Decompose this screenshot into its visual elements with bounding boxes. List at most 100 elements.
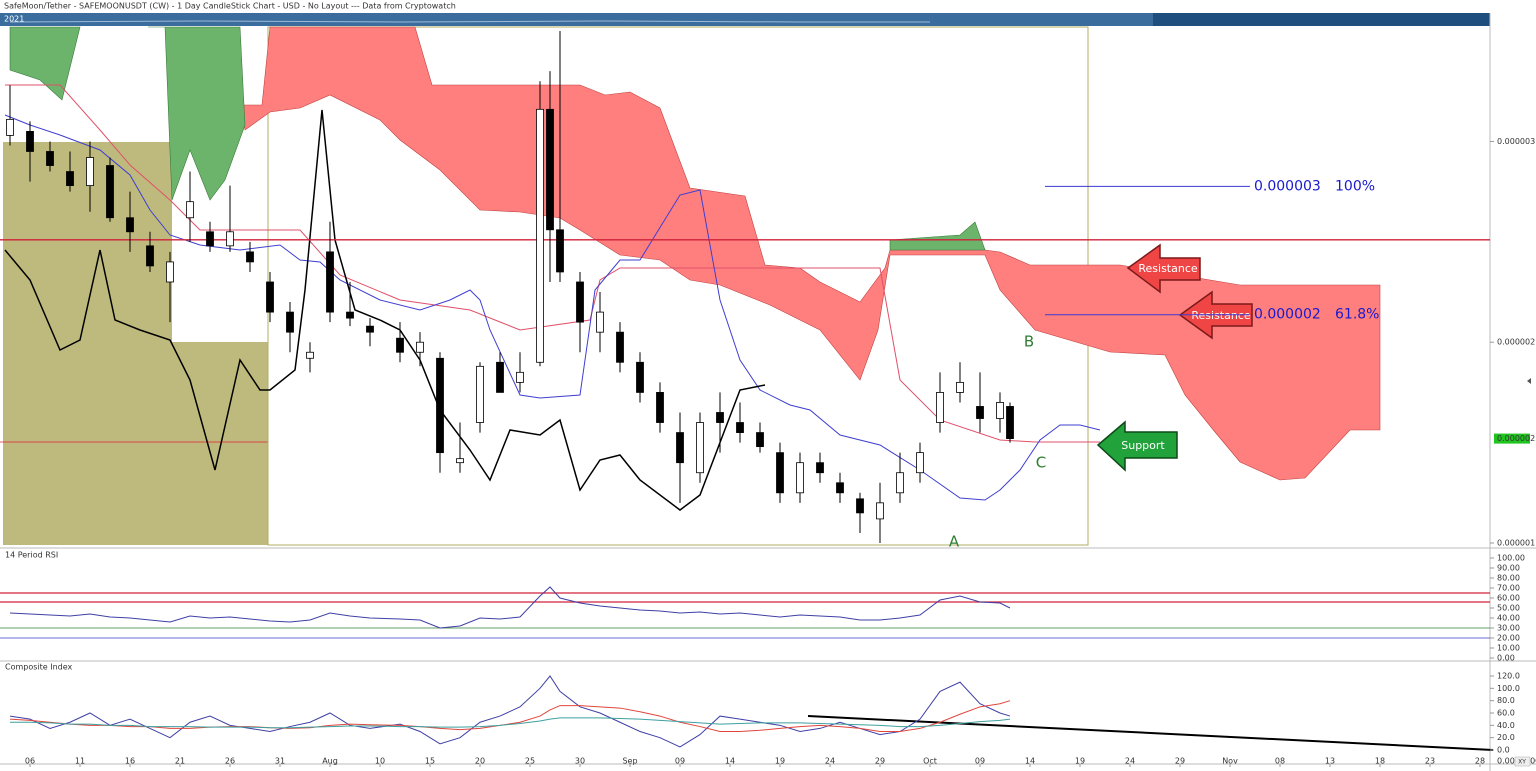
candle-body	[546, 108, 554, 231]
candle-body	[436, 357, 444, 454]
cloud-bullish	[148, 26, 246, 201]
candle-body	[306, 351, 314, 359]
x-tick-label: Sep	[622, 757, 637, 766]
candle-body	[896, 472, 904, 494]
x-tick-label: 20	[475, 757, 485, 766]
candle-body	[596, 311, 604, 333]
resistance-arrow	[1126, 243, 1201, 294]
candle-body	[976, 406, 984, 419]
candle-body	[396, 337, 404, 353]
x-tick-label: 11	[75, 757, 85, 766]
navigator-window[interactable]	[0, 13, 1153, 26]
x-tick-label: 08	[1275, 757, 1285, 766]
collapse-icon[interactable]	[1527, 378, 1531, 384]
x-tick-label: 24	[825, 757, 835, 766]
trend-line	[807, 715, 1494, 751]
x-tick-label: 13	[1325, 757, 1335, 766]
candle-body	[576, 281, 584, 323]
fib-label: 0.000002	[1254, 307, 1321, 323]
x-tick-label: 24	[1125, 757, 1135, 766]
candle-body	[246, 251, 254, 263]
navigator-line	[9, 20, 930, 23]
candle-body	[796, 462, 804, 494]
candle-body	[226, 231, 234, 247]
annotation: Resistance	[1138, 262, 1198, 275]
xy-button-label[interactable]: XY	[1518, 759, 1526, 766]
kijun-line	[5, 84, 1100, 443]
candle-body	[776, 452, 784, 494]
y-tick-label: 0.00	[1497, 654, 1515, 663]
annotation: Support	[1121, 439, 1165, 452]
candle-body	[146, 245, 154, 267]
y-tick-label: 80.0	[1497, 696, 1515, 705]
candle-body	[326, 251, 334, 313]
x-tick-label: Aug	[322, 757, 338, 766]
candle-body	[536, 108, 544, 363]
x-tick-label: 26	[225, 757, 235, 766]
candle-body	[1006, 406, 1014, 439]
x-tick-label: 21	[175, 757, 185, 766]
y-tick-label: 60.0	[1497, 709, 1515, 718]
x-tick-label: 19	[775, 757, 785, 766]
candle-body	[6, 118, 14, 136]
x-tick-label: 28	[1475, 757, 1485, 766]
x-tick-label: 23	[1425, 757, 1435, 766]
chikou-line	[4, 109, 766, 511]
candle-body	[166, 261, 174, 283]
x-tick-label: 31	[275, 757, 285, 766]
y-tick-label: 100.0	[1497, 684, 1520, 693]
x-tick-label: Nov	[1222, 757, 1238, 766]
candle-body	[126, 217, 134, 233]
candle-body	[996, 402, 1004, 419]
xy-button[interactable]	[1514, 756, 1531, 767]
candle-body	[186, 201, 194, 219]
panel-title: Composite Index	[5, 663, 73, 672]
y-tick-label: 0.000002	[1497, 338, 1535, 347]
cloud-bullish	[889, 221, 986, 251]
last-price-label: 0.000002	[1497, 434, 1535, 443]
candle-body	[856, 498, 864, 514]
x-tick-label: 30	[575, 757, 585, 766]
candle-body	[956, 381, 964, 393]
candle-body	[556, 229, 564, 273]
candle-body	[26, 131, 34, 152]
candle-body	[636, 361, 644, 393]
candle-body	[876, 502, 884, 520]
x-tick-label: 09	[675, 757, 685, 766]
candle-body	[936, 392, 944, 423]
wave-label: A	[949, 533, 960, 551]
candle-body	[366, 325, 374, 333]
x-tick-label: 09	[975, 757, 985, 766]
x-tick-label: 25	[525, 757, 535, 766]
y-tick-label: 10.00	[1497, 644, 1520, 653]
y-tick-label: 0.0	[1497, 746, 1510, 755]
chart-title: SafeMoon/Tether - SAFEMOONUSDT (CW) - 1 …	[4, 2, 456, 11]
y-tick-label: 50.00	[1497, 604, 1520, 613]
candle-body	[516, 371, 524, 383]
candle-body	[916, 452, 924, 474]
x-tick-label: 19	[1075, 757, 1085, 766]
candle-body	[656, 392, 664, 423]
indicator-line	[9, 700, 1011, 732]
y-tick-label: 70.00	[1497, 584, 1520, 593]
candle-body	[456, 458, 464, 464]
y-tick-label: 90.00	[1497, 564, 1520, 573]
y-tick-label: 40.0	[1497, 721, 1515, 730]
y-tick-label: 20.0	[1497, 733, 1515, 742]
cloud-bearish	[241, 26, 1381, 481]
y-tick-label: 120.0	[1497, 672, 1520, 681]
candle-body	[816, 462, 824, 474]
candle-body	[86, 157, 94, 187]
panel-title: 14 Period RSI	[5, 551, 58, 560]
y-tick-label: 20.00	[1497, 634, 1520, 643]
x-tick-label: 29	[875, 757, 885, 766]
support-arrow	[1096, 420, 1178, 472]
fib-percent: 61.8%	[1335, 307, 1379, 323]
x-tick-label: 10	[375, 757, 385, 766]
wave-label: C	[1036, 454, 1046, 472]
highlight-box	[3, 342, 268, 545]
candle-body	[206, 231, 214, 247]
indicator-line	[9, 675, 1011, 748]
